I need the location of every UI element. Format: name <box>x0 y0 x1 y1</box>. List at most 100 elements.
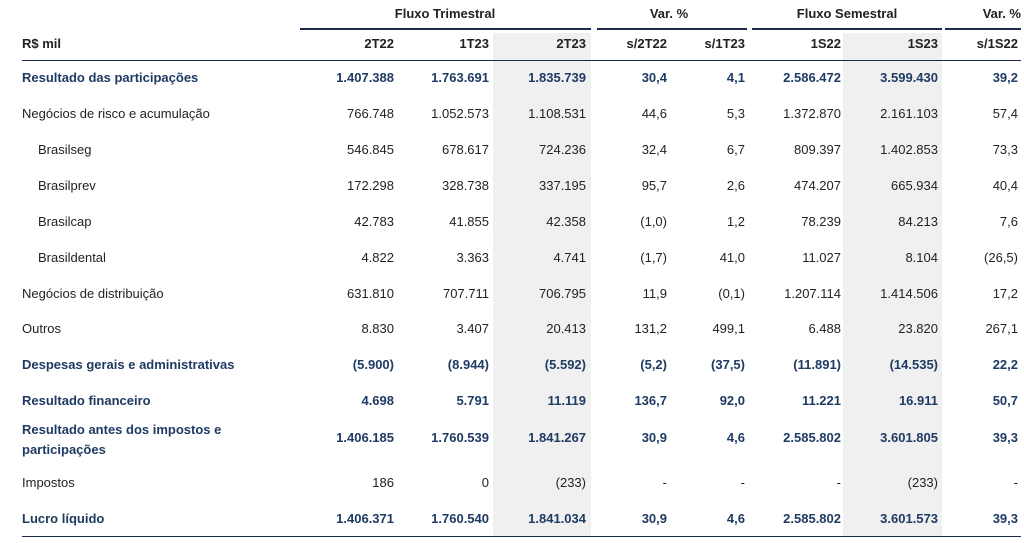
header-rule <box>22 60 1021 61</box>
row-value: 8.830 <box>361 321 394 336</box>
row-value: 57,4 <box>992 106 1018 121</box>
column-header-1t23: 1T23 <box>459 36 489 51</box>
column-header-s1t23: s/1T23 <box>704 36 745 51</box>
row-value: 11.221 <box>801 393 841 408</box>
column-header-rs-mil: R$ mil <box>22 36 62 51</box>
group-header-var-sem: Var. % <box>982 6 1021 21</box>
row-label: Resultado antes dos impostos e participa… <box>22 422 222 457</box>
row-value: 1.207.114 <box>784 286 841 301</box>
group-header-fluxo-semestral: Fluxo Semestral <box>796 6 898 21</box>
row-label: Resultado financeiro <box>22 393 151 408</box>
row-value: 30,9 <box>641 430 667 445</box>
row-value: - <box>836 475 841 490</box>
row-value: 2.161.103 <box>880 106 938 121</box>
column-header-1s23: 1S23 <box>907 36 938 51</box>
row-value: 678.617 <box>442 142 489 157</box>
row-label: Brasilcap <box>38 214 92 229</box>
group-underline <box>300 28 591 30</box>
row-value: (1,7) <box>640 250 667 265</box>
row-value: 92,0 <box>719 393 745 408</box>
row-value: (8.944) <box>447 357 489 372</box>
row-value: 136,7 <box>634 393 667 408</box>
row-value: 1,2 <box>726 214 745 229</box>
group-underline <box>752 28 942 30</box>
column-header-1s22: 1S22 <box>810 36 841 51</box>
row-value: 3.601.805 <box>880 430 938 445</box>
row-value: (0,1) <box>718 286 745 301</box>
row-value: 706.795 <box>539 286 586 301</box>
row-value: 1.052.573 <box>431 106 489 121</box>
row-value: 724.236 <box>539 142 586 157</box>
row-value: 1.406.371 <box>336 511 394 526</box>
row-value: 78.239 <box>801 214 841 229</box>
row-value: 546.845 <box>347 142 394 157</box>
row-value: 95,7 <box>641 178 667 193</box>
row-label: Outros <box>22 321 62 336</box>
row-value: 186 <box>372 475 394 490</box>
row-value: 1.402.853 <box>880 142 938 157</box>
row-value: 41,0 <box>719 250 745 265</box>
group-underline <box>945 28 1021 30</box>
row-label: Brasildental <box>38 250 106 265</box>
row-value: 1.372.870 <box>783 106 841 121</box>
row-value: 11.027 <box>802 250 841 265</box>
row-value: (233) <box>555 475 586 490</box>
row-value: 1.763.691 <box>431 70 489 85</box>
row-value: 42.783 <box>354 214 394 229</box>
row-label: Lucro líquido <box>22 511 105 526</box>
group-underline <box>597 28 747 30</box>
row-value: 16.911 <box>898 393 938 408</box>
row-value: 1.406.185 <box>336 430 394 445</box>
row-value: 1.108.531 <box>528 106 586 121</box>
row-value: 50,7 <box>992 393 1018 408</box>
row-value: 6,7 <box>726 142 745 157</box>
column-header-2t22: 2T22 <box>364 36 394 51</box>
row-value: 6.488 <box>808 321 841 336</box>
row-value: - <box>740 475 745 490</box>
row-value: 1.841.267 <box>528 430 586 445</box>
row-value: 809.397 <box>794 142 841 157</box>
row-value: 328.738 <box>442 178 489 193</box>
row-value: 44,6 <box>641 106 667 121</box>
row-value: 4.698 <box>361 393 394 408</box>
column-header-s2t22: s/2T22 <box>626 36 667 51</box>
row-value: 30,9 <box>641 511 667 526</box>
row-value: 22,2 <box>992 357 1018 372</box>
row-label: Resultado das participações <box>22 70 199 85</box>
row-value: 131,2 <box>634 321 667 336</box>
row-value: 3.407 <box>456 321 489 336</box>
row-value: 766.748 <box>347 106 394 121</box>
row-value: 474.207 <box>794 178 841 193</box>
row-value: 172.298 <box>347 178 394 193</box>
row-value: 499,1 <box>712 321 745 336</box>
row-value: 20.413 <box>546 321 586 336</box>
row-value: 5.791 <box>456 393 489 408</box>
row-value: 17,2 <box>992 286 1018 301</box>
row-value: 1.760.539 <box>431 430 489 445</box>
row-value: 11.119 <box>547 393 586 408</box>
row-value: 23.820 <box>898 321 938 336</box>
row-label: Negócios de risco e acumulação <box>22 106 210 121</box>
row-value: 4.741 <box>553 250 586 265</box>
row-value: - <box>662 475 667 490</box>
row-value: 1.414.506 <box>880 286 938 301</box>
row-value: (26,5) <box>984 250 1018 265</box>
row-value: (5,2) <box>640 357 667 372</box>
row-value: 30,4 <box>641 70 667 85</box>
row-value: 2.585.802 <box>783 511 841 526</box>
row-value: 42.358 <box>546 214 586 229</box>
row-value: 3.601.573 <box>880 511 938 526</box>
row-label: Brasilseg <box>38 142 92 157</box>
row-value: 3.599.430 <box>880 70 938 85</box>
row-value: 4.822 <box>361 250 394 265</box>
row-value: 39,2 <box>992 70 1018 85</box>
row-value: 32,4 <box>641 142 667 157</box>
row-value: 0 <box>481 475 489 490</box>
row-label: Impostos <box>22 475 75 490</box>
row-value: 11,9 <box>642 286 667 301</box>
row-value: 4,6 <box>726 430 745 445</box>
row-value: 1.760.540 <box>431 511 489 526</box>
row-value: 707.711 <box>442 286 489 301</box>
highlight-column-1s23 <box>843 33 942 536</box>
row-value: 3.363 <box>456 250 489 265</box>
